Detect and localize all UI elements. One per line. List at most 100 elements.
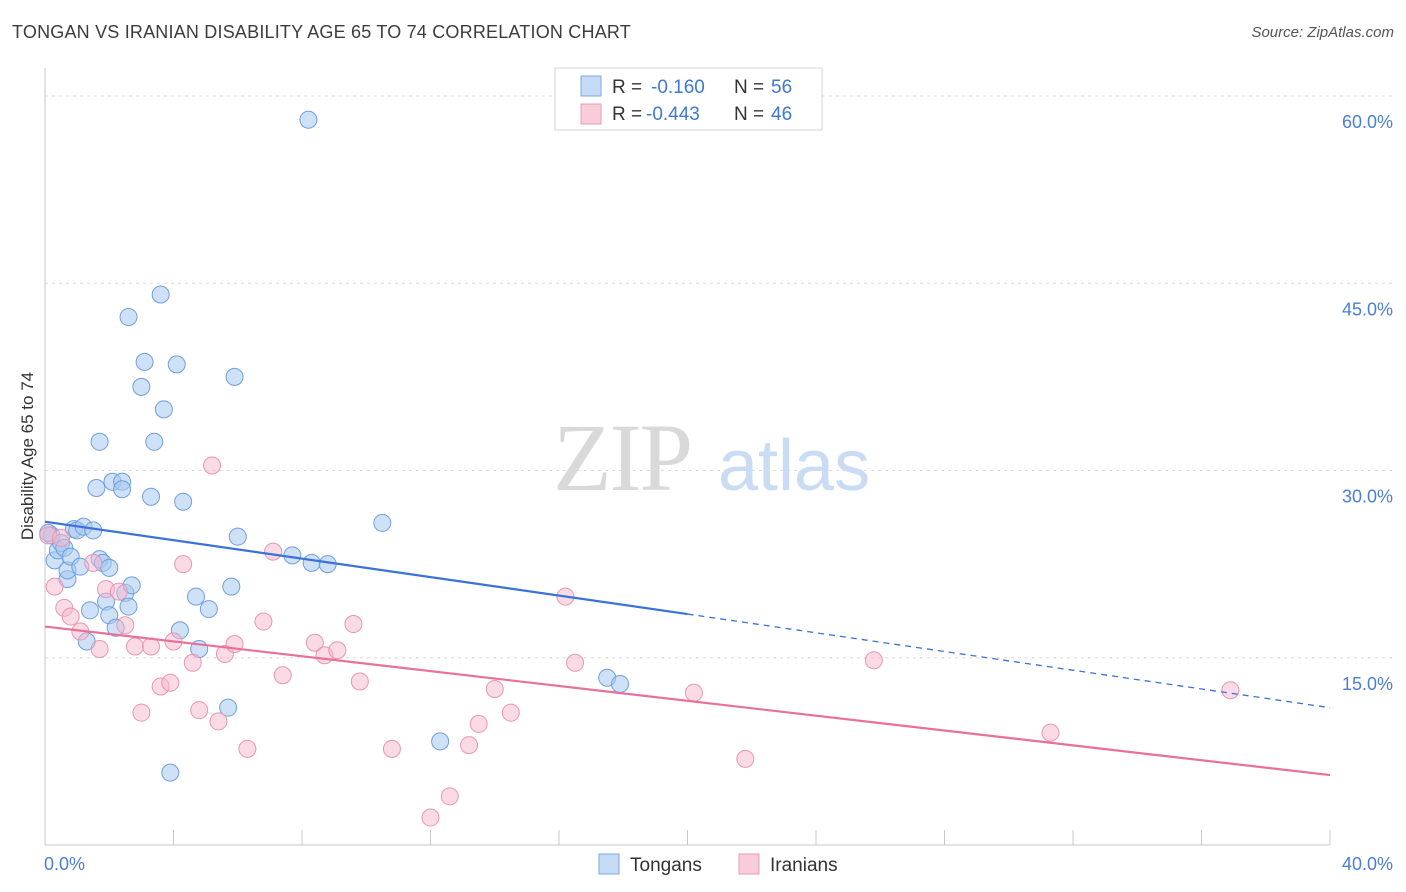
iranians-point-27 <box>273 666 292 685</box>
tongans-point-34 <box>151 285 170 304</box>
legend-swatch-tongans <box>580 75 602 97</box>
iranians-point-7 <box>90 640 109 659</box>
tongans-point-25 <box>113 480 132 499</box>
iranians-point-19 <box>190 701 209 720</box>
y-axis-label: Disability Age 65 to 74 <box>18 372 37 540</box>
tongans-point-31 <box>135 352 154 371</box>
series-legend: Tongans Iranians <box>598 853 838 876</box>
tongans-point-37 <box>167 355 186 374</box>
iranians-point-10 <box>116 616 135 635</box>
iranians-point-37 <box>469 714 488 733</box>
tongans-point-28 <box>119 307 138 326</box>
tongans-point-17 <box>90 432 109 451</box>
legend-r-label-iranians: R = <box>612 104 642 125</box>
tongans-point-35 <box>154 400 173 419</box>
iranians-point-43 <box>736 749 755 768</box>
iranians-point-21 <box>209 712 228 731</box>
iranians-point-26 <box>264 542 283 561</box>
tongans-point-52 <box>431 732 450 751</box>
y-tick-label-15: 15.0% <box>1342 674 1393 694</box>
y-tick-label-60: 60.0% <box>1342 112 1393 132</box>
tongans-point-15 <box>87 478 106 497</box>
iranians-point-1 <box>45 577 64 596</box>
iranians-point-11 <box>125 637 144 656</box>
x-tick-label-min: 0.0% <box>44 854 85 874</box>
iranians-point-25 <box>254 612 273 631</box>
legend-n-label-iranians: N = <box>734 104 764 125</box>
tongans-point-43 <box>219 698 238 717</box>
tongans-points <box>39 110 630 782</box>
iranians-point-15 <box>161 673 180 692</box>
bottom-swatch-iranians <box>738 853 760 875</box>
tongans-point-32 <box>142 487 161 506</box>
iranians-point-45 <box>1041 723 1060 742</box>
bottom-legend-iranians: Iranians <box>770 855 838 876</box>
legend-r-label-tongans: R = <box>612 77 642 98</box>
tongans-point-45 <box>225 367 244 386</box>
tick-labels: 15.0% 30.0% 45.0% 60.0% 0.0% 40.0% <box>44 112 1393 874</box>
axes <box>44 68 1331 846</box>
iranians-point-18 <box>183 653 202 672</box>
tongans-point-51 <box>373 513 392 532</box>
iranians-point-24 <box>238 739 257 758</box>
y-tick-label-45: 45.0% <box>1342 299 1393 319</box>
tongans-point-13 <box>80 601 99 620</box>
tongans-point-36 <box>161 763 180 782</box>
legend-n-value-iranians: 46 <box>771 104 792 125</box>
iranians-point-2 <box>52 528 71 547</box>
bottom-legend-tongans: Tongans <box>630 855 702 876</box>
iranians-point-4 <box>61 607 80 626</box>
iranians-points <box>39 456 1240 827</box>
tongans-point-49 <box>302 553 321 572</box>
iranians-point-36 <box>460 736 479 755</box>
tongans-point-27 <box>119 597 138 616</box>
tongans-point-42 <box>199 600 218 619</box>
iranians-point-17 <box>174 555 193 574</box>
tongans-point-46 <box>228 527 247 546</box>
tongans-regression-solid <box>44 520 688 616</box>
iranians-point-38 <box>485 679 504 698</box>
iranians-point-20 <box>203 456 222 475</box>
iranians-point-35 <box>440 787 459 806</box>
legend-n-label-tongans: N = <box>734 77 764 98</box>
tongans-point-40 <box>186 587 205 606</box>
bottom-swatch-tongans <box>598 853 620 875</box>
iranians-regression-line <box>44 625 1331 777</box>
y-tick-label-30: 30.0% <box>1342 487 1393 507</box>
iranians-point-46 <box>1221 681 1240 700</box>
iranians-point-44 <box>864 651 883 670</box>
watermark: ZIP atlas <box>553 404 870 511</box>
iranians-point-42 <box>684 683 703 702</box>
legend-n-value-tongans: 56 <box>771 77 792 98</box>
chart-title: TONGAN VS IRANIAN DISABILITY AGE 65 TO 7… <box>12 22 631 42</box>
tongans-regression-dashed <box>687 613 1331 709</box>
iranians-point-41 <box>566 653 585 672</box>
tongans-point-20 <box>100 558 119 577</box>
iranians-point-32 <box>350 672 369 691</box>
source-label: Source: ZipAtlas.com <box>1251 24 1394 41</box>
iranians-point-30 <box>328 641 347 660</box>
iranians-point-31 <box>344 615 363 634</box>
watermark-atlas: atlas <box>718 426 870 506</box>
legend-r-value-tongans: -0.160 <box>651 77 705 98</box>
iranians-point-39 <box>501 703 520 722</box>
legend-r-value-iranians: -0.443 <box>646 104 700 125</box>
tongans-point-44 <box>222 577 241 596</box>
iranians-point-28 <box>305 633 324 652</box>
regression-lines <box>44 520 1331 777</box>
legend-swatch-iranians <box>580 103 602 125</box>
x-tick-label-max: 40.0% <box>1342 854 1393 874</box>
iranians-point-9 <box>109 582 128 601</box>
correlation-legend: R = -0.160 N = 56 R = -0.443 N = 46 <box>554 67 823 131</box>
iranians-point-12 <box>132 703 151 722</box>
tongans-point-33 <box>145 432 164 451</box>
tongans-point-48 <box>299 110 318 129</box>
iranians-point-34 <box>421 808 440 827</box>
grid-lines <box>45 95 1393 659</box>
iranians-point-33 <box>382 739 401 758</box>
iranians-point-6 <box>84 553 103 572</box>
watermark-zip: ZIP <box>553 404 691 511</box>
tongans-point-54 <box>611 674 630 693</box>
tongans-point-39 <box>174 492 193 511</box>
